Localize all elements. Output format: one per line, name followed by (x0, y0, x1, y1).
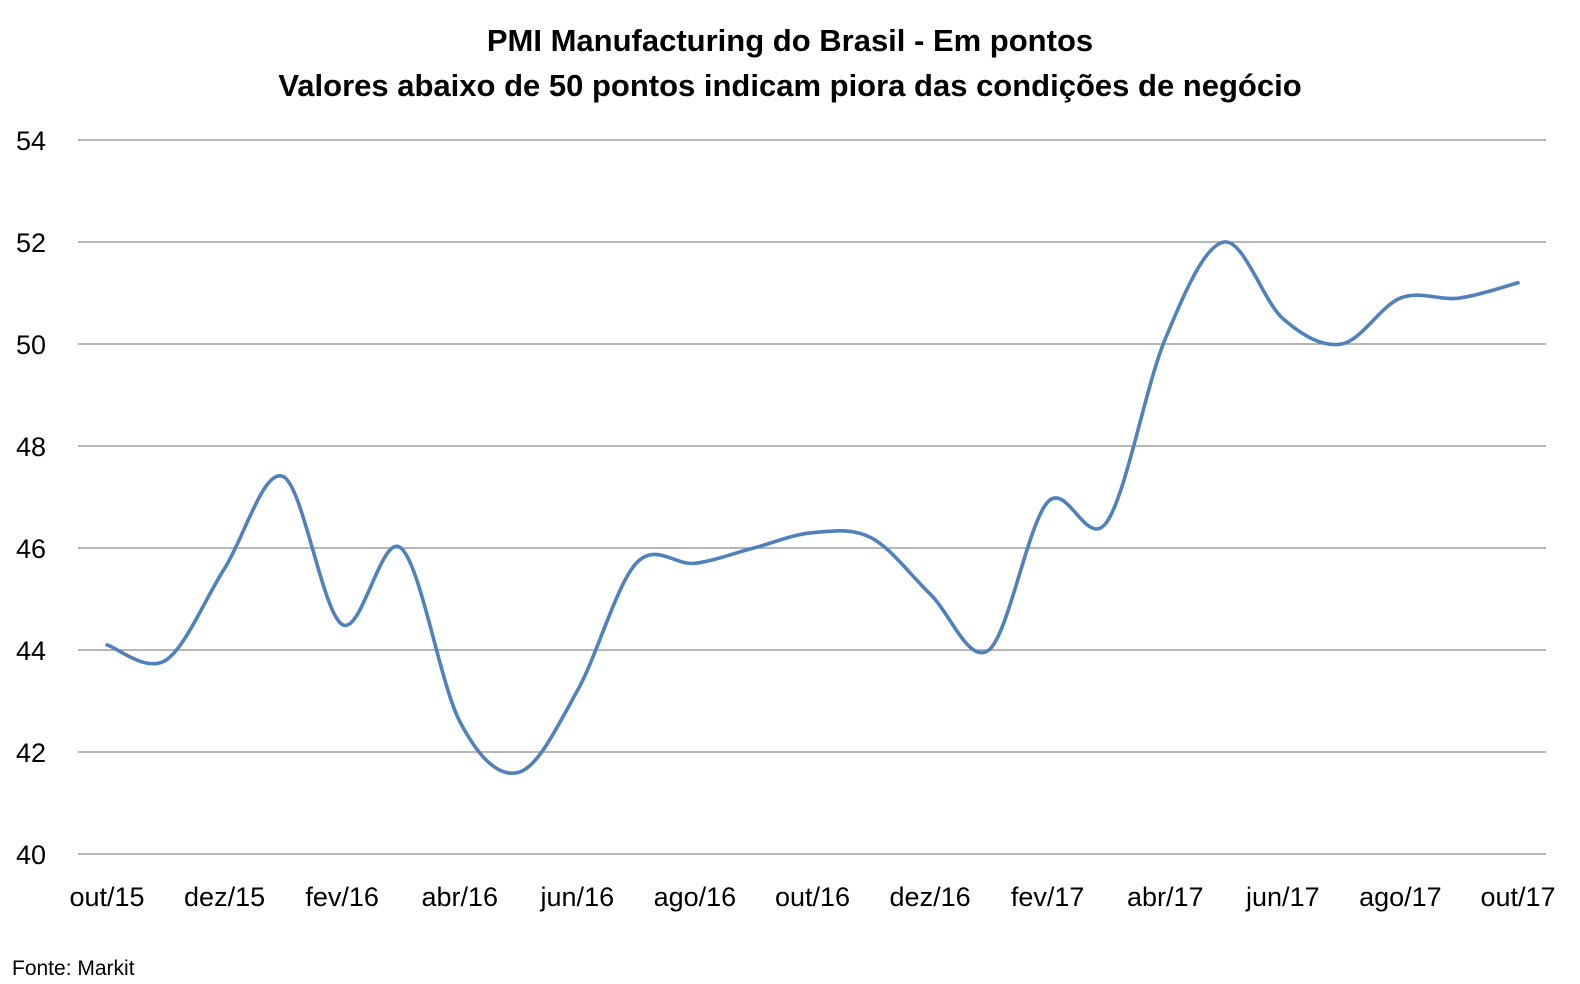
data-point-dez/16 (928, 592, 932, 596)
chart-subtitle: Valores abaixo de 50 pontos indicam pior… (278, 68, 1301, 103)
y-tick-label: 40 (16, 840, 46, 870)
source-note: Fonte: Markit (12, 957, 135, 980)
data-point-jan/16 (281, 475, 285, 479)
data-point-jun/17 (1281, 317, 1285, 321)
data-point-abr/16 (458, 719, 462, 723)
x-tick-label: jun/16 (540, 882, 615, 912)
chart-title: PMI Manufacturing do Brasil - Em pontos (487, 23, 1093, 58)
data-point-fev/16 (340, 623, 344, 627)
x-tick-label: out/17 (1480, 882, 1555, 912)
data-point-jul/17 (1340, 342, 1344, 346)
y-axis-tick-labels: 40 42 44 46 48 50 52 54 (16, 126, 46, 870)
data-point-out/16 (811, 531, 815, 535)
data-point-jun/16 (575, 689, 579, 693)
data-point-mai/16 (517, 770, 521, 774)
x-tick-label: out/16 (775, 882, 850, 912)
data-point-out/17 (1516, 281, 1520, 285)
data-point-ago/17 (1398, 296, 1402, 300)
y-tick-label: 42 (16, 738, 46, 768)
data-point-nov/16 (869, 536, 873, 540)
x-axis-tick-labels: out/15 dez/15 fev/16 abr/16 jun/16 ago/16 out/… (69, 882, 1555, 912)
x-tick-label: abr/17 (1127, 882, 1204, 912)
y-tick-label: 50 (16, 330, 46, 360)
x-tick-label: dez/16 (890, 882, 971, 912)
data-point-jul/16 (634, 561, 638, 565)
x-tick-label: abr/16 (421, 882, 498, 912)
data-point-jan/17 (987, 648, 991, 652)
x-tick-label: ago/17 (1359, 882, 1442, 912)
y-tick-label: 44 (16, 636, 46, 666)
data-point-nov/15 (164, 658, 168, 662)
x-tick-label: fev/17 (1011, 882, 1085, 912)
series-lines (105, 240, 1520, 776)
x-tick-label: fev/16 (305, 882, 379, 912)
data-point-mai/17 (1222, 240, 1226, 244)
x-tick-label: jun/17 (1245, 882, 1320, 912)
y-tick-label: 54 (16, 126, 46, 156)
x-tick-label: ago/16 (654, 882, 737, 912)
data-point-mar/16 (399, 546, 403, 550)
y-tick-label: 46 (16, 534, 46, 564)
data-point-fev/17 (1046, 500, 1050, 504)
data-point-ago/16 (693, 561, 697, 565)
x-tick-label: dez/15 (184, 882, 265, 912)
series-line-0 (105, 240, 1520, 776)
data-point-mar/17 (1104, 521, 1108, 525)
data-point-set/17 (1457, 296, 1461, 300)
x-tick-label: out/15 (69, 882, 144, 912)
data-point-dez/15 (223, 566, 227, 570)
data-point-set/16 (752, 546, 756, 550)
y-tick-label: 52 (16, 228, 46, 258)
data-point-abr/17 (1163, 337, 1167, 341)
y-tick-label: 48 (16, 432, 46, 462)
data-point-out/15 (105, 643, 109, 647)
gridlines (78, 139, 1546, 855)
